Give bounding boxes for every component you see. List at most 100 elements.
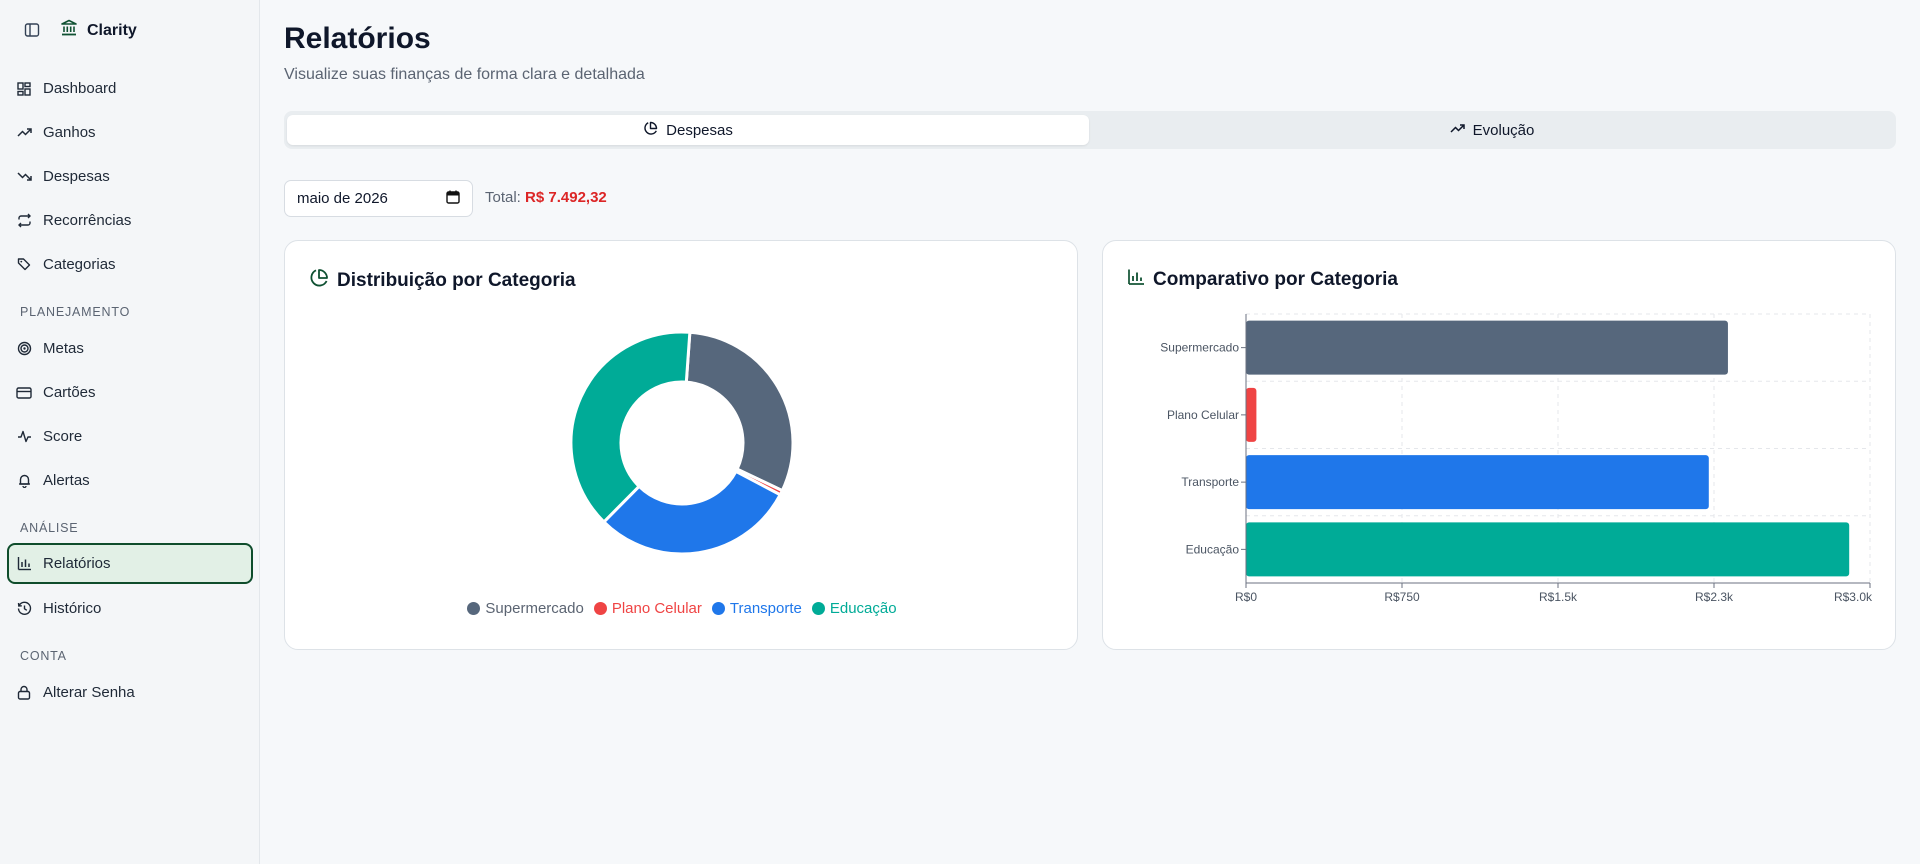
lock-icon: [16, 685, 32, 701]
donut-chart: [569, 330, 795, 556]
y-tick-label: Educação: [1186, 542, 1240, 556]
sidebar-item-label: Metas: [43, 340, 84, 357]
donut-legend: Supermercado Plano Celular Transporte Educa…: [285, 600, 1079, 617]
total-value: R$ 7.492,32: [525, 189, 607, 206]
tab-label: Despesas: [666, 121, 733, 139]
sidebar-item-label: Cartões: [43, 384, 96, 401]
bar-educacao[interactable]: [1246, 522, 1850, 577]
sidebar-item-dashboard[interactable]: Dashboard: [7, 68, 253, 109]
sidebar-item-label: Histórico: [43, 600, 102, 617]
legend-item-supermercado[interactable]: Supermercado: [467, 600, 584, 617]
sidebar-toggle-button[interactable]: [20, 20, 44, 44]
y-tick-label: Plano Celular: [1167, 408, 1239, 422]
bar-chart: Supermercado Plano Celular Transporte Educa…: [1160, 313, 1873, 604]
sidebar-item-label: Categorias: [43, 256, 116, 273]
sidebar-item-recorrencias[interactable]: Recorrências: [7, 200, 253, 241]
app-name: Clarity: [87, 21, 137, 39]
x-tick-label: R$1.5k: [1539, 590, 1578, 604]
dashboard-icon: [16, 81, 32, 97]
repeat-icon: [16, 213, 32, 229]
sidebar-item-despesas[interactable]: Despesas: [7, 156, 253, 197]
legend-label: Transporte: [729, 600, 802, 617]
x-tick-label: R$3.0k: [1834, 590, 1873, 604]
legend-label: Plano Celular: [611, 600, 702, 617]
report-tabs: Despesas Evolução: [284, 111, 1896, 149]
comparison-card-title: Comparativo por Categoria: [1127, 268, 1398, 292]
comparison-card: Comparativo por Categoria Supermercado Pl…: [1102, 240, 1896, 650]
sidebar-item-relatorios[interactable]: Relatórios: [7, 543, 253, 584]
bar-plano-celular[interactable]: [1246, 387, 1257, 442]
x-tick-label: R$0: [1235, 590, 1257, 604]
tab-label: Evolução: [1472, 121, 1535, 139]
tags-icon: [16, 257, 32, 273]
pie-chart-icon: [309, 268, 329, 294]
distribution-card: Distribuição por Categoria Supermercado P…: [284, 240, 1078, 650]
page-subtitle: Visualize suas finanças de forma clara e…: [284, 66, 645, 83]
x-tick-label: R$2.3k: [1695, 590, 1734, 604]
bank-icon: [60, 19, 78, 42]
sidebar-item-categorias[interactable]: Categorias: [7, 244, 253, 285]
sidebar-item-label: Relatórios: [43, 555, 111, 572]
sidebar-toggle-icon: [24, 22, 40, 43]
bar-supermercado[interactable]: [1246, 320, 1728, 375]
history-icon: [16, 601, 32, 617]
card-title-text: Distribuição por Categoria: [337, 270, 576, 291]
bar-chart-icon: [16, 556, 32, 572]
month-value: maio de 2026: [297, 190, 388, 207]
donut-slice-educacao[interactable]: [569, 330, 692, 525]
tab-evolucao[interactable]: Evolução: [1091, 115, 1893, 145]
nav-section-analise: ANÁLISE: [20, 521, 79, 535]
pie-chart-icon: [643, 121, 658, 140]
sidebar-item-metas[interactable]: Metas: [7, 328, 253, 369]
distribution-card-title: Distribuição por Categoria: [309, 268, 576, 294]
target-icon: [16, 341, 32, 357]
month-picker-input[interactable]: maio de 2026: [284, 180, 473, 217]
bell-icon: [16, 473, 32, 489]
legend-swatch: [593, 602, 607, 615]
legend-item-transporte[interactable]: Transporte: [711, 600, 802, 617]
legend-swatch: [811, 602, 825, 615]
legend-swatch: [711, 602, 725, 615]
credit-card-icon: [16, 385, 32, 401]
sidebar-item-alterar-senha[interactable]: Alterar Senha: [7, 672, 253, 713]
total-summary: Total: R$ 7.492,32: [485, 189, 607, 206]
sidebar-item-label: Ganhos: [43, 124, 96, 141]
sidebar-item-label: Despesas: [43, 168, 110, 185]
legend-label: Supermercado: [485, 600, 584, 617]
trending-up-icon: [16, 125, 32, 141]
legend-label: Educação: [829, 600, 897, 617]
card-title-text: Comparativo por Categoria: [1153, 269, 1398, 290]
sidebar-item-label: Alertas: [43, 472, 90, 489]
legend-item-plano-celular[interactable]: Plano Celular: [593, 600, 702, 617]
legend-item-educacao[interactable]: Educação: [811, 600, 897, 617]
sidebar-item-cartoes[interactable]: Cartões: [7, 372, 253, 413]
calendar-icon[interactable]: [446, 190, 460, 208]
tab-despesas[interactable]: Despesas: [287, 115, 1089, 145]
nav-section-planejamento: PLANEJAMENTO: [20, 305, 131, 319]
donut-slice-transporte[interactable]: [601, 469, 783, 556]
sidebar-item-historico[interactable]: Histórico: [7, 588, 253, 629]
nav-section-conta: CONTA: [20, 649, 67, 663]
y-tick-label: Supermercado: [1160, 341, 1239, 355]
bar-transporte[interactable]: [1246, 455, 1709, 510]
trending-up-icon: [1450, 121, 1465, 140]
sidebar-item-ganhos[interactable]: Ganhos: [7, 112, 253, 153]
sidebar-item-label: Score: [43, 428, 83, 445]
legend-swatch: [467, 602, 481, 615]
brand[interactable]: Clarity: [60, 19, 137, 42]
x-tick-label: R$750: [1384, 590, 1420, 604]
activity-icon: [16, 429, 32, 445]
y-tick-label: Transporte: [1181, 475, 1239, 489]
sidebar-item-label: Dashboard: [43, 80, 117, 97]
sidebar-item-alertas[interactable]: Alertas: [7, 460, 253, 501]
sidebar-header: Clarity: [0, 0, 260, 62]
sidebar-item-score[interactable]: Score: [7, 416, 253, 457]
sidebar-item-label: Recorrências: [43, 212, 132, 229]
trending-down-icon: [16, 169, 32, 185]
sidebar-item-label: Alterar Senha: [43, 684, 135, 701]
bar-chart-icon: [1127, 268, 1145, 292]
page-title: Relatórios: [284, 22, 431, 55]
total-label: Total:: [485, 189, 521, 206]
donut-slice-supermercado[interactable]: [684, 330, 795, 493]
sidebar: Clarity Dashboard Ganhos Despesas Recorr…: [0, 0, 260, 864]
